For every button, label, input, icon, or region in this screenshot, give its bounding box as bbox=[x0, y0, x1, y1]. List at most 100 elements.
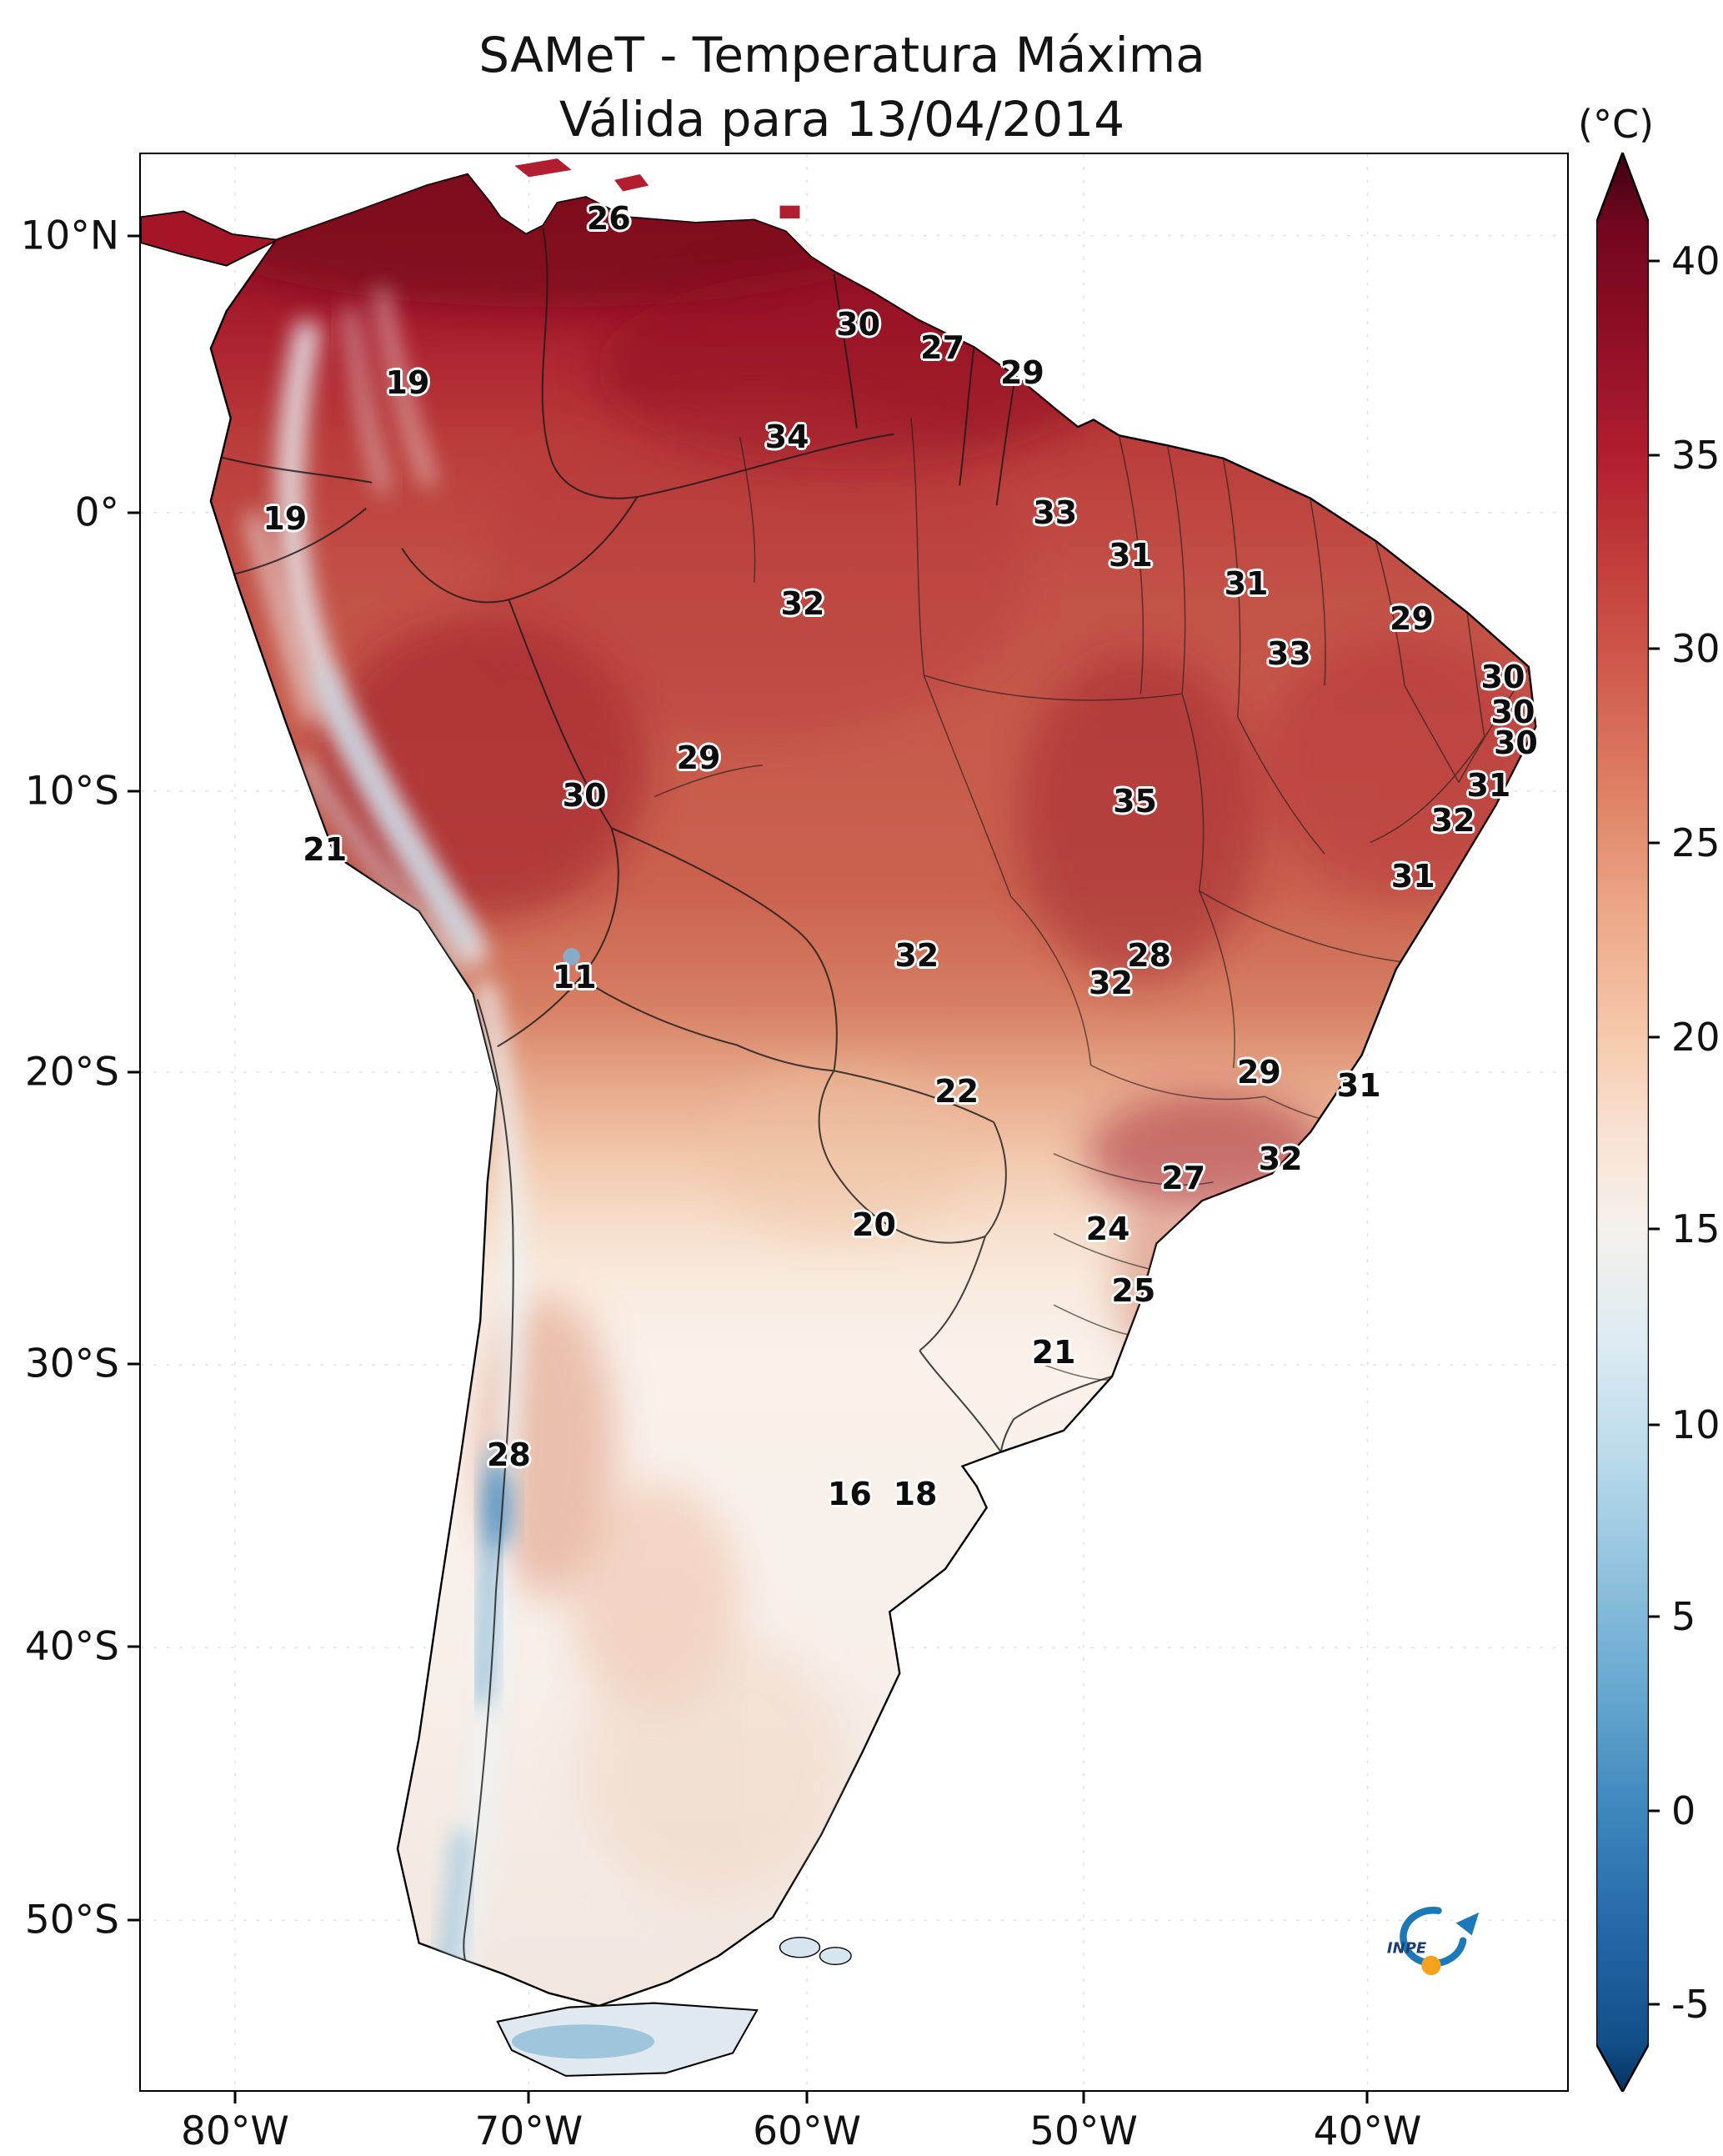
colorbar-tickmark bbox=[1649, 2003, 1660, 2006]
station-temp-label: 31 bbox=[1390, 858, 1435, 895]
lat-axis-label: 40°S bbox=[24, 1623, 119, 1670]
lat-axis-label: 20°S bbox=[24, 1049, 119, 1096]
lon-axis-label: 80°W bbox=[181, 2108, 289, 2154]
lat-axis-tickmark bbox=[128, 1918, 139, 1922]
station-temp-label: 32 bbox=[780, 584, 825, 622]
colorbar-tickmark bbox=[1649, 647, 1660, 650]
station-temp-label: 32 bbox=[894, 937, 939, 975]
lon-axis-tickmark bbox=[233, 2092, 237, 2103]
inpe-logo: INPE bbox=[1375, 1900, 1490, 1988]
colorbar-tick-label: 15 bbox=[1671, 1206, 1720, 1251]
station-temp-label: 19 bbox=[385, 364, 430, 401]
station-temp-label: 30 bbox=[562, 776, 607, 814]
colorbar-unit-label: (°C) bbox=[1578, 102, 1655, 147]
station-temp-label: 28 bbox=[1127, 937, 1172, 975]
colorbar-gradient bbox=[1596, 153, 1649, 2092]
inpe-swoosh-icon bbox=[1400, 1907, 1467, 1968]
map-plot: INPE 26 30 27 29 19 34 33 19 31 31 32 29 33 30 30 30 29 3… bbox=[21, 153, 1569, 2154]
colorbar-tickmark bbox=[1649, 259, 1660, 263]
station-temp-label: 24 bbox=[1085, 1210, 1130, 1247]
station-temp-label: 28 bbox=[486, 1436, 531, 1474]
station-temp-label: 30 bbox=[1480, 658, 1525, 695]
station-temp-label: 31 bbox=[1336, 1066, 1381, 1104]
lat-axis-tickmark bbox=[128, 511, 139, 514]
inpe-orange-dot-icon bbox=[1421, 1956, 1441, 1976]
station-temp-label: 29 bbox=[676, 740, 721, 777]
lat-axis-label: 0° bbox=[74, 489, 119, 536]
station-temp-label: 31 bbox=[1224, 565, 1269, 603]
lon-axis-tickmark bbox=[527, 2092, 530, 2103]
colorbar-tick-label: 25 bbox=[1671, 820, 1720, 866]
station-temp-label: 21 bbox=[303, 830, 348, 868]
colorbar-tick-label: 40 bbox=[1671, 238, 1720, 284]
figure-title-line2: Válida para 13/04/2014 bbox=[558, 90, 1125, 148]
station-temp-label: 26 bbox=[586, 199, 631, 237]
lon-axis-label: 70°W bbox=[474, 2108, 584, 2154]
station-temp-label: 32 bbox=[1430, 801, 1475, 839]
colorbar-tick-label: 35 bbox=[1671, 432, 1720, 478]
colorbar-tickmark bbox=[1649, 1227, 1660, 1231]
figure-title: SAMeT - Temperatura Máxima Válida para 1… bbox=[0, 23, 1684, 151]
colorbar-tickmark bbox=[1649, 1035, 1660, 1039]
lon-axis-label: 40°W bbox=[1313, 2108, 1422, 2154]
colorbar: 40 35 30 25 20 15 10 5 0 -5 bbox=[1596, 153, 1720, 2092]
lon-axis-tickmark bbox=[1082, 2092, 1085, 2103]
andes-peru-cool-band bbox=[312, 665, 475, 946]
inpe-arrow-icon bbox=[1455, 1913, 1480, 1936]
colorbar-tickmark bbox=[1649, 454, 1660, 457]
tierra-del-fuego bbox=[496, 2002, 759, 2077]
station-temp-label: 30 bbox=[836, 306, 881, 343]
station-temp-label: 19 bbox=[263, 499, 308, 537]
lon-axis-label: 50°W bbox=[1029, 2108, 1138, 2154]
station-temp-label: 31 bbox=[1466, 766, 1511, 804]
colorbar-tickmark bbox=[1649, 1615, 1660, 1618]
lat-axis-label: 10°S bbox=[24, 768, 119, 815]
station-temp-label: 30 bbox=[1490, 693, 1535, 730]
station-temp-label: 32 bbox=[1089, 964, 1133, 1001]
station-temp-label: 32 bbox=[1258, 1141, 1303, 1178]
colorbar-tickmark bbox=[1649, 841, 1660, 845]
lat-axis-label: 30°S bbox=[24, 1341, 119, 1387]
station-temp-label: 29 bbox=[1390, 600, 1434, 638]
figure-title-line1: SAMeT - Temperatura Máxima bbox=[478, 27, 1205, 83]
colorbar-tick-label: 10 bbox=[1671, 1401, 1720, 1447]
station-temp-label: 33 bbox=[1033, 494, 1078, 531]
temperature-field-overlays bbox=[210, 173, 1536, 2006]
station-temp-label: 27 bbox=[1161, 1160, 1206, 1197]
station-temp-label: 22 bbox=[934, 1072, 979, 1110]
andes-ridge-south bbox=[440, 980, 525, 2006]
station-temp-label: 11 bbox=[552, 958, 597, 995]
station-temp-label: 18 bbox=[893, 1475, 938, 1512]
colorbar-tick-label: -5 bbox=[1671, 1982, 1710, 2028]
lon-axis-label: 60°W bbox=[753, 2108, 861, 2154]
lat-axis-tickmark bbox=[128, 234, 139, 238]
lat-axis-label: 10°N bbox=[20, 213, 119, 259]
colorbar-tick-label: 5 bbox=[1671, 1594, 1696, 1640]
station-temp-label: 30 bbox=[1493, 724, 1538, 761]
lon-axis-tickmark bbox=[805, 2092, 809, 2103]
colorbar-tick-label: 30 bbox=[1671, 626, 1720, 672]
station-temp-label: 29 bbox=[1236, 1053, 1281, 1091]
station-temp-label: 31 bbox=[1108, 536, 1153, 574]
lon-axis-tickmark bbox=[1365, 2092, 1369, 2103]
colorbar-tick-label: 20 bbox=[1671, 1014, 1720, 1060]
lat-axis-label: 50°S bbox=[24, 1897, 119, 1943]
colorbar-tickmark bbox=[1649, 1809, 1660, 1813]
lat-axis-tickmark bbox=[128, 1362, 139, 1366]
station-temp-label: 21 bbox=[1031, 1334, 1076, 1371]
station-temp-label: 29 bbox=[999, 354, 1044, 392]
station-temp-label: 34 bbox=[764, 419, 809, 455]
country-borders bbox=[218, 228, 1113, 2006]
station-temp-label: 35 bbox=[1113, 782, 1158, 820]
falkland-islands bbox=[779, 1937, 852, 1965]
inpe-logo-text: INPE bbox=[1387, 1940, 1427, 1958]
colorbar-tick-label: 0 bbox=[1671, 1787, 1696, 1833]
lat-axis-tickmark bbox=[128, 1645, 139, 1648]
lat-axis-tickmark bbox=[128, 790, 139, 793]
station-temp-label: 33 bbox=[1266, 635, 1311, 673]
station-temp-label: 27 bbox=[920, 329, 965, 367]
central-america-landmass bbox=[141, 158, 800, 267]
station-temp-label: 20 bbox=[852, 1206, 896, 1244]
lake-titicaca bbox=[563, 948, 580, 965]
